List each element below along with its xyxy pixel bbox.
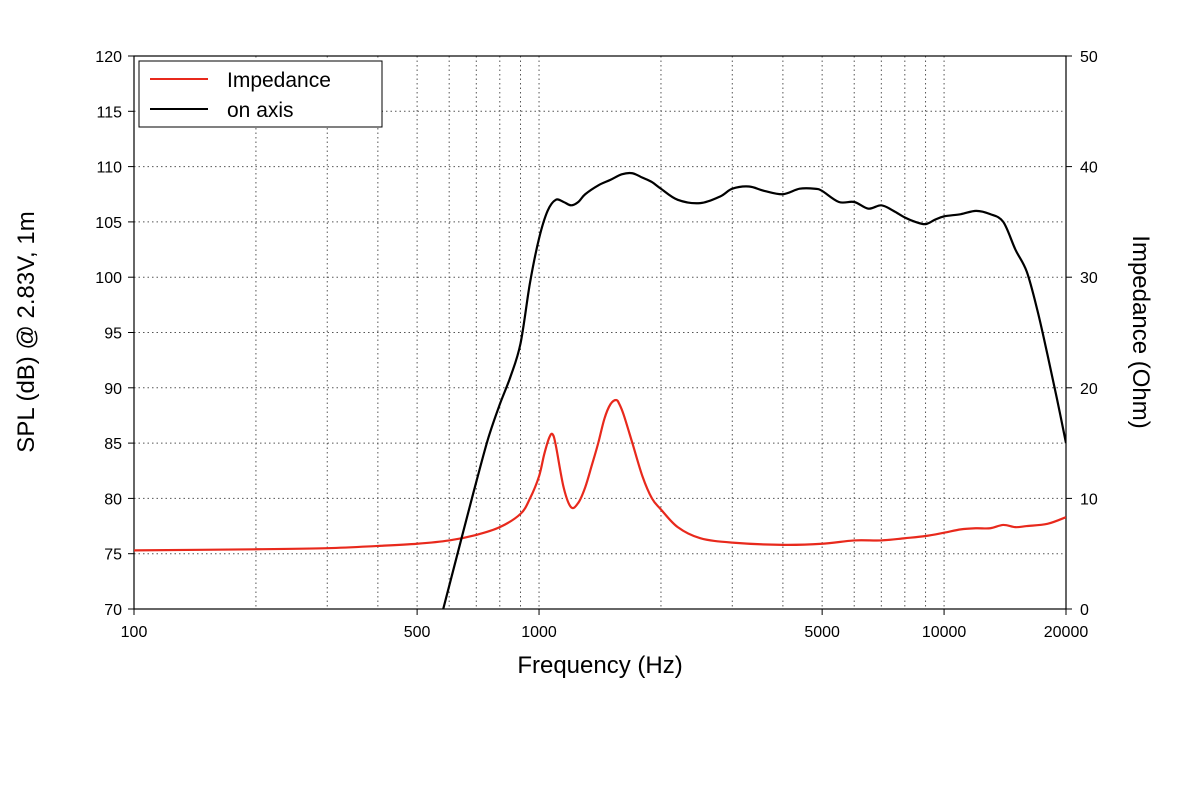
series-line-impedance	[134, 398, 1066, 552]
y-left-tick-label: 75	[104, 547, 122, 564]
y-left-tick-label: 70	[104, 602, 122, 619]
y-right-tick-label: 20	[1080, 381, 1098, 398]
y-left-tick-label: 120	[95, 49, 122, 66]
x-tick-label: 100	[121, 624, 148, 641]
legend-label-impedance: Impedance	[227, 69, 331, 92]
legend-label-on-axis: on axis	[227, 99, 294, 122]
y-left-tick-label: 105	[95, 215, 122, 232]
y-left-tick-label: 100	[95, 270, 122, 287]
y-left-tick-label: 90	[104, 381, 122, 398]
y-axis-right-title: Impedance (Ohm)	[1127, 235, 1154, 428]
y-right-tick-label: 10	[1080, 491, 1098, 508]
y-left-tick-label: 115	[96, 104, 122, 121]
x-tick-label: 5000	[804, 624, 840, 641]
x-tick-label: 20000	[1044, 624, 1089, 641]
x-tick-label: 1000	[521, 624, 557, 641]
y-right-tick-label: 50	[1080, 49, 1098, 66]
legend-box	[138, 60, 383, 128]
grid-layer	[134, 56, 1066, 609]
y-axis-left-title: SPL (dB) @ 2.83V, 1m	[13, 211, 40, 452]
legend: Impedance on axis	[138, 60, 383, 128]
y-right-tick-label: 30	[1080, 270, 1098, 287]
y-right-tick-label: 40	[1080, 160, 1098, 177]
y-left-tick-label: 110	[96, 160, 122, 177]
y-left-tick-label: 80	[104, 491, 122, 508]
x-tick-label: 10000	[922, 624, 967, 641]
tick-layer: 70 75 80 85 90 95 100 105 110 115 120 0 10 20 30 40 50 10…	[95, 49, 1098, 641]
y-left-tick-label: 85	[104, 436, 122, 453]
x-tick-label: 500	[404, 624, 431, 641]
series-line-on-axis	[442, 171, 1066, 609]
y-right-tick-label: 0	[1080, 602, 1089, 619]
x-axis-title: Frequency (Hz)	[517, 652, 682, 679]
y-left-tick-label: 95	[104, 326, 122, 343]
series-layer	[134, 171, 1066, 609]
